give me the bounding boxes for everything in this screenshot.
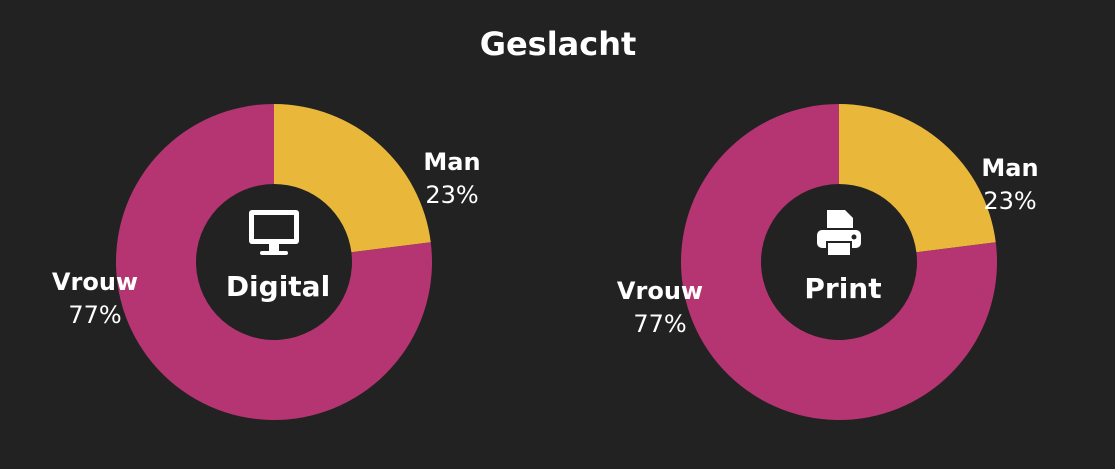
donut-segment <box>274 104 431 253</box>
donut-segment <box>115 104 432 421</box>
category-label: Vrouw <box>52 268 138 296</box>
printer-icon <box>817 210 861 257</box>
center-label: Digital <box>226 270 330 303</box>
value-label: 23% <box>425 181 478 209</box>
donut-segment <box>681 104 998 421</box>
value-label: 77% <box>68 301 121 329</box>
center-label: Print <box>804 272 881 305</box>
value-label: 77% <box>633 310 686 338</box>
title: Geslacht <box>480 25 637 63</box>
category-label: Man <box>981 154 1038 182</box>
value-label: 23% <box>983 187 1036 215</box>
donut-segment <box>839 104 996 253</box>
category-label: Vrouw <box>617 277 703 305</box>
category-label: Man <box>423 148 480 176</box>
monitor-icon <box>249 210 299 255</box>
